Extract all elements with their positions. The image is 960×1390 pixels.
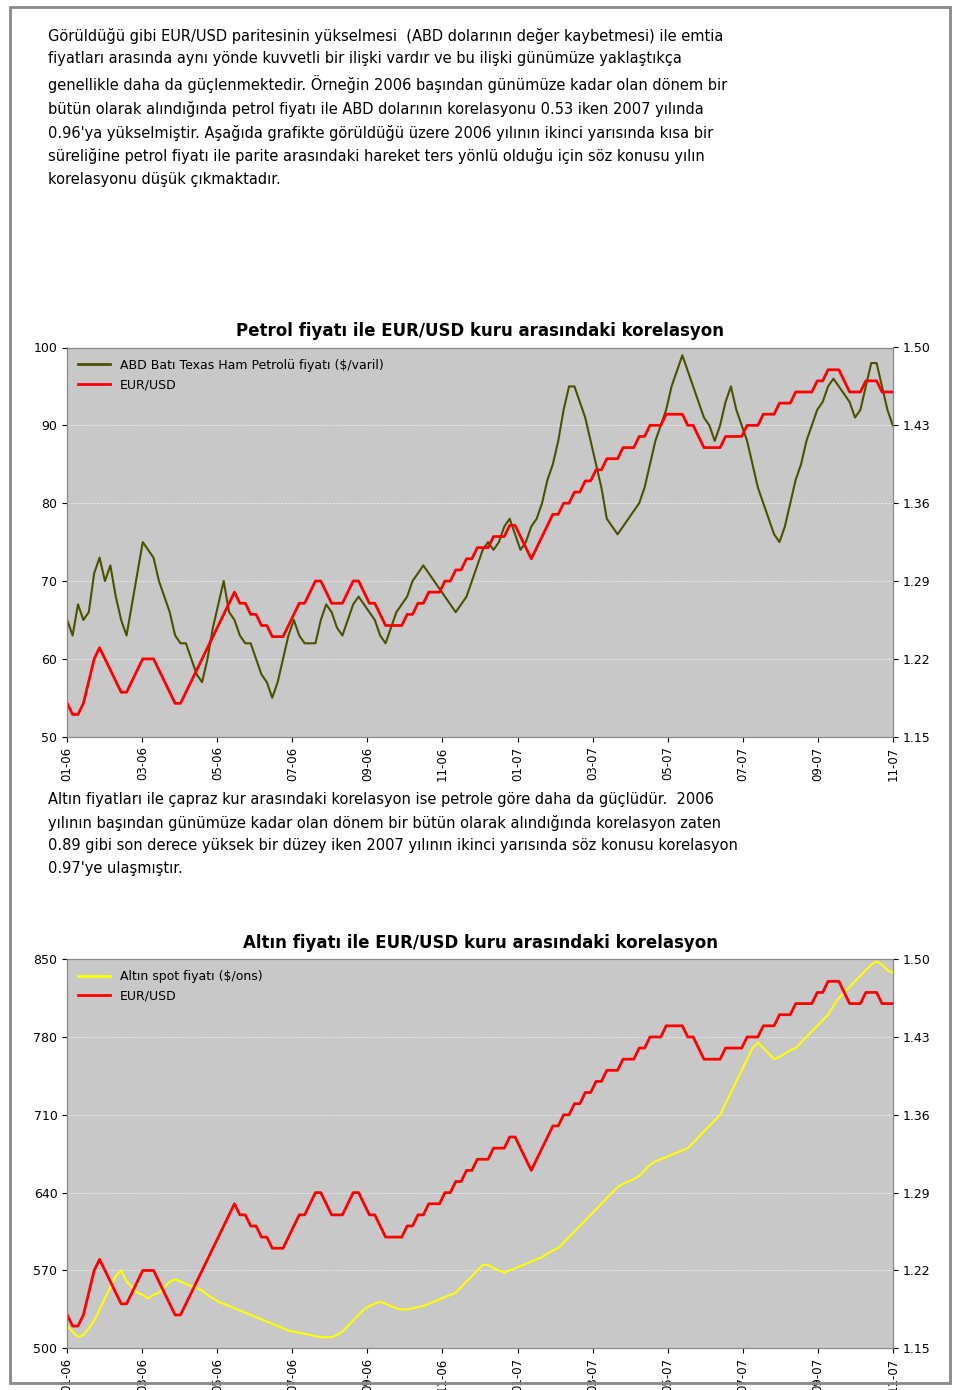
Text: Altın fiyatları ile çapraz kur arasındaki korelasyon ise petrole göre daha da gü: Altın fiyatları ile çapraz kur arasındak… <box>48 792 738 876</box>
Legend: Altın spot fiyatı ($/ons), EUR/USD: Altın spot fiyatı ($/ons), EUR/USD <box>74 965 267 1008</box>
Legend: ABD Batı Texas Ham Petrolü fiyatı ($/varil), EUR/USD: ABD Batı Texas Ham Petrolü fiyatı ($/var… <box>74 353 389 396</box>
Text: Görüldüğü gibi EUR/USD paritesinin yükselmesi  (ABD dolarının değer kaybetmesi) : Görüldüğü gibi EUR/USD paritesinin yükse… <box>48 28 728 186</box>
Title: Altın fiyatı ile EUR/USD kuru arasındaki korelasyon: Altın fiyatı ile EUR/USD kuru arasındaki… <box>243 934 717 952</box>
Title: Petrol fiyatı ile EUR/USD kuru arasındaki korelasyon: Petrol fiyatı ile EUR/USD kuru arasındak… <box>236 322 724 341</box>
